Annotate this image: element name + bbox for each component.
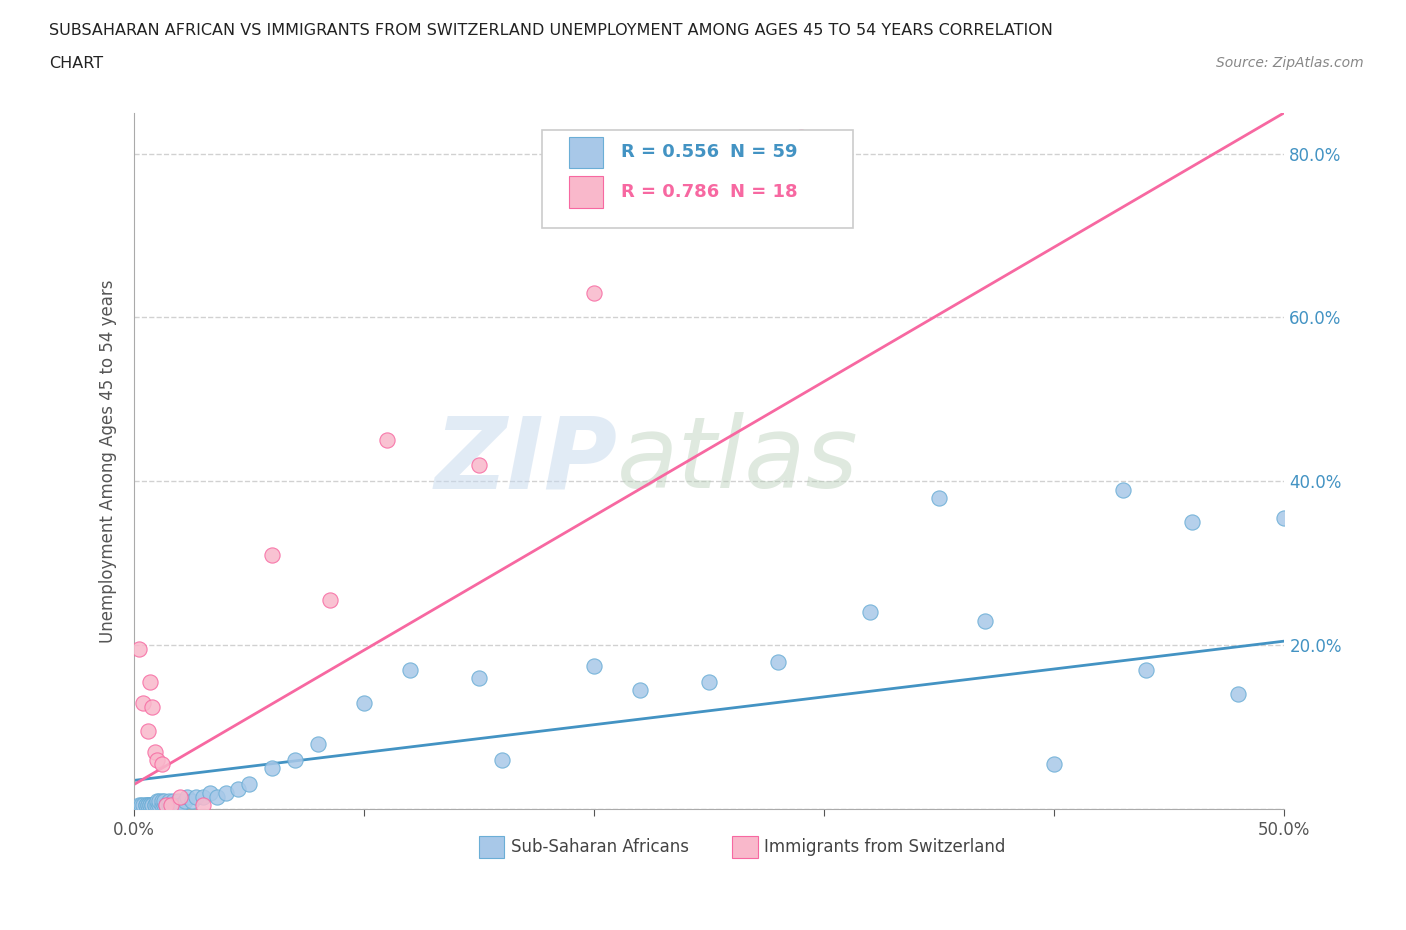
Point <box>1043 757 1066 772</box>
FancyBboxPatch shape <box>543 130 853 228</box>
Point <box>205 790 228 804</box>
Point <box>146 793 169 808</box>
Bar <box>733 835 758 857</box>
Point <box>768 654 790 669</box>
Point <box>1112 482 1135 497</box>
Point <box>150 757 173 772</box>
Text: ZIP: ZIP <box>434 412 617 510</box>
Point <box>1181 515 1204 530</box>
Point <box>136 798 159 813</box>
Text: Sub-Saharan Africans: Sub-Saharan Africans <box>512 838 689 856</box>
Point <box>1227 687 1250 702</box>
Point <box>155 798 177 813</box>
Point <box>141 798 163 813</box>
Y-axis label: Unemployment Among Ages 45 to 54 years: Unemployment Among Ages 45 to 54 years <box>100 279 117 643</box>
Point <box>262 761 284 776</box>
Point <box>160 798 183 813</box>
Point <box>150 793 173 808</box>
Point <box>132 798 155 813</box>
Text: N = 18: N = 18 <box>730 183 797 201</box>
Point <box>284 752 307 767</box>
Point <box>146 798 169 813</box>
Point <box>148 798 170 813</box>
Point <box>153 798 176 813</box>
Point <box>468 458 491 472</box>
Point <box>1135 662 1157 677</box>
Point <box>135 798 157 813</box>
Point <box>157 793 180 808</box>
Text: CHART: CHART <box>49 56 103 71</box>
Point <box>180 793 202 808</box>
Point <box>143 798 166 813</box>
Point <box>491 752 513 767</box>
Bar <box>569 177 603 207</box>
Point <box>169 790 191 804</box>
Text: SUBSAHARAN AFRICAN VS IMMIGRANTS FROM SWITZERLAND UNEMPLOYMENT AMONG AGES 45 TO : SUBSAHARAN AFRICAN VS IMMIGRANTS FROM SW… <box>49 23 1053 38</box>
Point <box>139 798 162 813</box>
Point <box>318 592 340 607</box>
Point <box>928 490 950 505</box>
Text: atlas: atlas <box>617 412 859 510</box>
Point <box>150 798 173 813</box>
Point <box>157 798 180 813</box>
Point <box>166 793 188 808</box>
Point <box>191 798 214 813</box>
Point <box>141 798 163 813</box>
Text: Source: ZipAtlas.com: Source: ZipAtlas.com <box>1216 56 1364 70</box>
Point <box>129 798 152 813</box>
Point <box>136 724 159 738</box>
Point <box>697 674 720 689</box>
Point <box>155 798 177 813</box>
Point <box>128 642 150 657</box>
Point <box>162 793 184 808</box>
Point <box>139 798 162 813</box>
Point <box>160 798 183 813</box>
Point <box>198 785 221 800</box>
Point <box>628 683 651 698</box>
Point <box>136 798 159 813</box>
Point <box>238 777 260 792</box>
Point <box>169 798 191 813</box>
Point <box>153 793 176 808</box>
Point <box>173 793 195 808</box>
Point <box>146 752 169 767</box>
Point <box>215 785 238 800</box>
Point <box>186 790 208 804</box>
Point <box>141 699 163 714</box>
Text: N = 59: N = 59 <box>730 143 797 161</box>
Point <box>226 781 249 796</box>
Point <box>974 613 997 628</box>
Point <box>307 736 329 751</box>
Point <box>583 658 606 673</box>
Point <box>790 130 813 145</box>
Point <box>859 605 882 620</box>
Point <box>128 798 150 813</box>
Point <box>143 744 166 759</box>
Bar <box>569 137 603 168</box>
Point <box>262 548 284 563</box>
Point <box>399 662 422 677</box>
Point <box>148 793 170 808</box>
Text: R = 0.786: R = 0.786 <box>620 183 718 201</box>
Text: Immigrants from Switzerland: Immigrants from Switzerland <box>765 838 1005 856</box>
Point <box>135 798 157 813</box>
Point <box>176 790 198 804</box>
Text: R = 0.556: R = 0.556 <box>620 143 718 161</box>
Point <box>583 286 606 300</box>
Point <box>143 798 166 813</box>
Point <box>375 433 398 448</box>
Point <box>468 671 491 685</box>
Point <box>1274 511 1296 525</box>
Point <box>132 695 155 710</box>
Point <box>139 674 162 689</box>
Point <box>353 695 375 710</box>
Bar <box>479 835 505 857</box>
Point <box>165 798 187 813</box>
Point <box>191 790 214 804</box>
